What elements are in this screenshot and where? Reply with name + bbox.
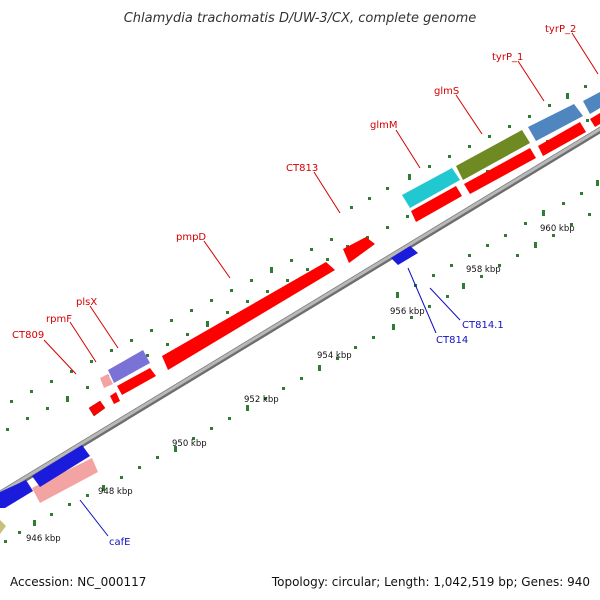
gene-reverse-block-2[interactable] <box>0 480 33 508</box>
accession-text: Accession: NC_000117 <box>10 575 146 589</box>
gene-plsx[interactable] <box>108 350 150 383</box>
tick-label-960: 960 kbp <box>540 224 575 234</box>
gene-rpmF-red[interactable] <box>110 392 120 404</box>
outer-tick-track <box>6 85 589 431</box>
gene-ct813[interactable] <box>343 237 375 263</box>
map-title: Chlamydia trachomatis D/UW-3/CX, complet… <box>124 11 477 26</box>
label-ct813: CT813 <box>286 163 318 174</box>
gene-glms[interactable] <box>456 130 530 180</box>
gene-forward-block-4[interactable] <box>538 122 586 156</box>
gene-forward-block-5[interactable] <box>590 113 600 127</box>
tick-label-952: 952 kbp <box>244 395 279 405</box>
label-plsx: plsX <box>76 297 97 308</box>
label-rpmf: rpmF <box>46 314 72 325</box>
tick-label-956: 956 kbp <box>390 307 425 317</box>
gene-tyrp2[interactable] <box>583 92 600 114</box>
label-cafe: cafE <box>109 537 130 548</box>
tick-labels: 946 kbp 948 kbp 950 kbp 952 kbp 954 kbp … <box>26 224 575 544</box>
gene-cafe[interactable] <box>32 458 98 503</box>
gene-forward-block-1[interactable] <box>117 368 156 395</box>
label-tyrp1: tyrP_1 <box>492 52 523 63</box>
genome-summary-text: Topology: circular; Length: 1,042,519 bp… <box>271 575 590 589</box>
inner-tick-track <box>4 180 599 543</box>
label-glmm: glmM <box>370 120 398 131</box>
gene-ct814[interactable] <box>391 246 418 265</box>
gene-tyrp1[interactable] <box>528 104 583 141</box>
label-ct809: CT809 <box>12 330 44 341</box>
label-ct814-1: CT814.1 <box>462 320 504 331</box>
tick-label-948: 948 kbp <box>98 487 133 497</box>
reverse-strand-track <box>0 246 418 534</box>
label-ct814: CT814 <box>436 335 468 346</box>
gene-ct809[interactable] <box>88 400 106 417</box>
tick-label-950: 950 kbp <box>172 439 207 449</box>
gene-glmm[interactable] <box>402 168 460 208</box>
genome-backbone <box>0 126 600 498</box>
tick-label-946: 946 kbp <box>26 534 61 544</box>
gene-reverse-block-1[interactable] <box>32 445 90 487</box>
label-glms: glmS <box>434 86 459 97</box>
gene-forward-block-2[interactable] <box>411 186 462 222</box>
gene-labels: CT809 rpmF plsX pmpD CT813 glmM glmS tyr… <box>12 24 599 548</box>
gene-rpmf[interactable] <box>100 374 113 388</box>
gene-pmpd[interactable] <box>162 262 335 370</box>
label-pmpd: pmpD <box>176 232 206 243</box>
tick-label-958: 958 kbp <box>466 265 501 275</box>
label-tyrp2: tyrP_2 <box>545 24 576 35</box>
gene-forward-block-3[interactable] <box>464 148 536 194</box>
gene-reverse-block-3[interactable] <box>0 520 6 534</box>
tick-label-954: 954 kbp <box>317 351 352 361</box>
forward-strand-track <box>88 92 600 417</box>
